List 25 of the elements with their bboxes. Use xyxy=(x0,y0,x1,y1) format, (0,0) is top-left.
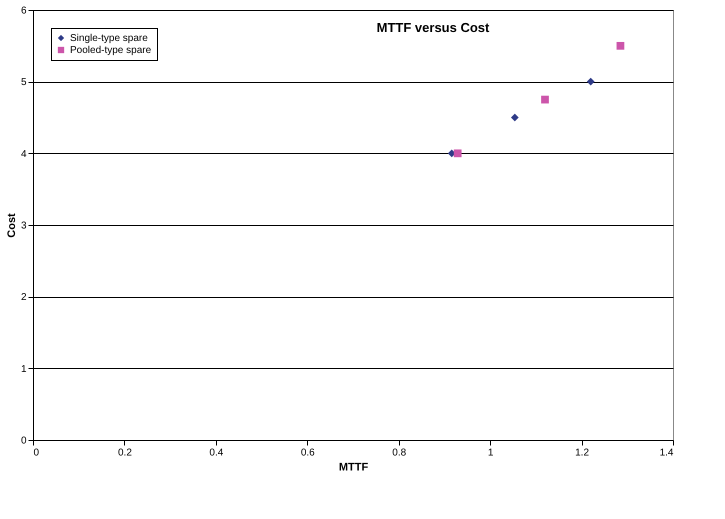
x-tick-label: 0.8 xyxy=(392,448,407,458)
x-tick-label: 0 xyxy=(34,448,40,458)
y-tick-label: 3 xyxy=(20,220,27,232)
point xyxy=(586,78,595,86)
y-tick-label: 6 xyxy=(20,6,27,16)
x-tick-label: 0.2 xyxy=(118,448,132,458)
x-tick-label: 1 xyxy=(488,448,494,458)
x-tick-label: 0.6 xyxy=(300,448,316,458)
y-tick-label: 0 xyxy=(20,436,27,446)
legend-label: Pooled-type spare xyxy=(70,45,152,56)
x-axis-title: MTTF xyxy=(338,462,368,474)
point xyxy=(510,114,519,122)
point xyxy=(541,96,549,104)
x-tick-label: 0.4 xyxy=(209,448,224,458)
y-tick-label: 4 xyxy=(20,148,27,160)
y-axis-title: Cost xyxy=(6,212,18,238)
point xyxy=(616,42,624,50)
x-tick-label: 1.2 xyxy=(575,448,590,458)
point xyxy=(454,149,462,158)
legend-label: Single-type spare xyxy=(70,33,148,44)
y-tick-label: 1 xyxy=(20,364,27,375)
text: MTTF versus Cost xyxy=(376,20,490,35)
x-tick-label: 1.4 xyxy=(660,448,674,458)
y-tick-label: 5 xyxy=(20,77,27,88)
y-tick-label: 2 xyxy=(20,292,27,304)
